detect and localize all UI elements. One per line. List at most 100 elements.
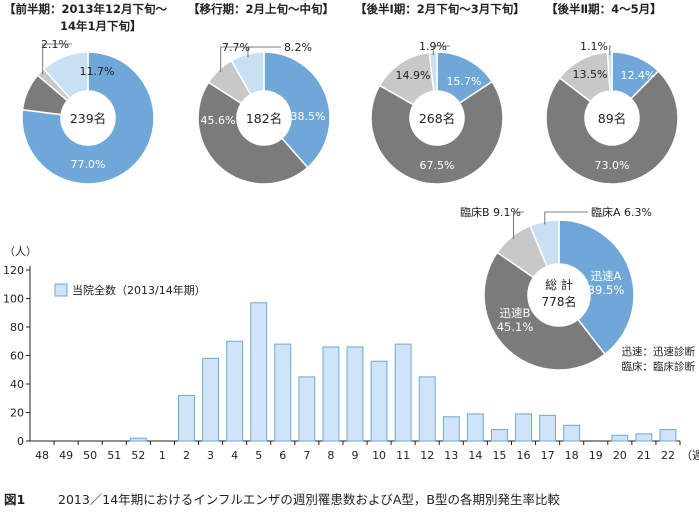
bar (442, 416, 460, 442)
donut-slice (263, 51, 331, 169)
bar (370, 360, 388, 442)
donut-center-label: 総 計 (545, 277, 573, 292)
bar (563, 424, 581, 442)
bar (515, 413, 532, 442)
donut-charts: 77.0%9.2%2.1%11.7%239名【前半期：2013年12月下旬～14… (4, 2, 695, 373)
donut-chart-4: 12.4% 73.0% 13.5% 1.1% 89名 【後半Ⅱ期：4～5月】 (545, 2, 679, 185)
slice-label: 臨床A 6.3% (591, 205, 652, 219)
slice-label: 38.5% (291, 110, 326, 123)
x-tick-label: 1 (159, 449, 166, 462)
slice-label: 11.7% (80, 65, 115, 78)
donut-slice (21, 51, 155, 185)
x-tick-label: 2 (183, 449, 190, 462)
slice-label: 67.5% (420, 159, 455, 172)
donut-slice (545, 69, 679, 185)
y-tick-label: 120 (3, 264, 24, 277)
bar (298, 376, 316, 442)
x-tick-label: 11 (396, 449, 410, 462)
donut-title: 【後半Ⅰ期：2月下旬～3月下旬】 (355, 2, 525, 16)
x-tick-label: 14 (468, 449, 482, 462)
donut-slice (230, 51, 265, 96)
y-tick-label: 20 (10, 407, 24, 420)
x-tick-label: 20 (613, 449, 627, 462)
bar (491, 429, 508, 442)
x-tick-label: 8 (327, 449, 334, 462)
donut-title: 14年1月下旬】 (60, 19, 142, 33)
bar (129, 437, 147, 442)
donut-slice (529, 219, 560, 268)
donut-slice (606, 51, 613, 92)
bar (466, 413, 484, 442)
slice-label: 迅速B (500, 306, 531, 320)
x-tick-label: 21 (637, 449, 651, 462)
leader-line (432, 45, 450, 56)
y-tick-label: 60 (10, 350, 24, 363)
leader-line (609, 45, 611, 56)
bar (250, 302, 268, 442)
caption-text: 2013／14年期におけるインフルエンザの週別罹患数およびA型，B型の各期別発生… (58, 492, 560, 507)
bar (394, 343, 412, 442)
x-tick-label: 16 (517, 449, 531, 462)
slice-label: 2.1% (41, 38, 69, 51)
slice-label: 迅速A (591, 269, 622, 283)
donut-slice (370, 80, 504, 185)
donut-chart-3: 15.7%67.5%14.9%1.9%268名【後半Ⅰ期：2月下旬～3月下旬】 (355, 2, 525, 185)
x-tick-label: 48 (35, 449, 49, 462)
y-tick-label: 40 (10, 378, 24, 391)
bar (274, 343, 292, 442)
x-tick-label: 13 (444, 449, 458, 462)
bar (611, 434, 629, 442)
leader-line (544, 211, 588, 225)
bar (226, 340, 244, 442)
donut-slice (428, 51, 438, 93)
y-tick-label: 100 (3, 293, 24, 306)
donut-title: 【後半Ⅱ期：4～5月】 (546, 2, 662, 16)
x-tick-label: 22 (661, 449, 675, 462)
x-tick-label: 3 (207, 449, 214, 462)
donut-slice (483, 251, 607, 371)
bar (418, 376, 436, 442)
donut-center-label: 268名 (419, 111, 455, 126)
x-tick-label: 12 (420, 449, 434, 462)
leader-line (42, 43, 72, 75)
bar (202, 357, 220, 442)
leader-line (220, 46, 253, 73)
x-tick-label: 10 (372, 449, 386, 462)
donut-center-label: 89名 (598, 111, 626, 126)
slice-label: 45.1% (497, 320, 534, 334)
caption-number: 図1 (4, 492, 25, 507)
x-tick-label: 5 (255, 449, 262, 462)
y-axis-label: （人） (4, 245, 37, 258)
slice-label: 73.0% (595, 159, 630, 172)
y-tick-label: 80 (10, 321, 24, 334)
slice-label: 8.2% (284, 41, 312, 54)
x-axis-label: （週） (681, 449, 699, 462)
x-tick-label: 4 (231, 449, 238, 462)
x-tick-label: 9 (352, 449, 359, 462)
bar (178, 394, 195, 442)
donut-slice (42, 51, 89, 100)
donut-slice (558, 219, 635, 356)
bar (659, 429, 677, 442)
donut-center-label: 778名 (542, 294, 577, 309)
donut-chart-1: 77.0%9.2%2.1%11.7%239名【前半期：2013年12月下旬～14… (4, 2, 168, 185)
x-tick-label: 50 (83, 449, 97, 462)
donut-title: 【移行期：2月上旬～中旬】 (188, 2, 334, 16)
slice-label: 13.5% (573, 68, 608, 81)
legend-label: 当院全数（2013/14年期） (72, 283, 206, 297)
leader-line (513, 211, 524, 240)
bar (635, 433, 653, 442)
slice-label: 1.1% (580, 40, 608, 53)
x-tick-label: 51 (107, 449, 121, 462)
x-tick-label: 19 (589, 449, 603, 462)
donut-title: 【前半期：2013年12月下旬～ (4, 2, 168, 16)
donut-center-label: 182名 (246, 111, 282, 126)
x-tick-label: 7 (303, 449, 310, 462)
slice-label: 15.7% (447, 75, 482, 88)
slice-label: 14.9% (396, 69, 431, 82)
legend-swatch (54, 283, 68, 297)
